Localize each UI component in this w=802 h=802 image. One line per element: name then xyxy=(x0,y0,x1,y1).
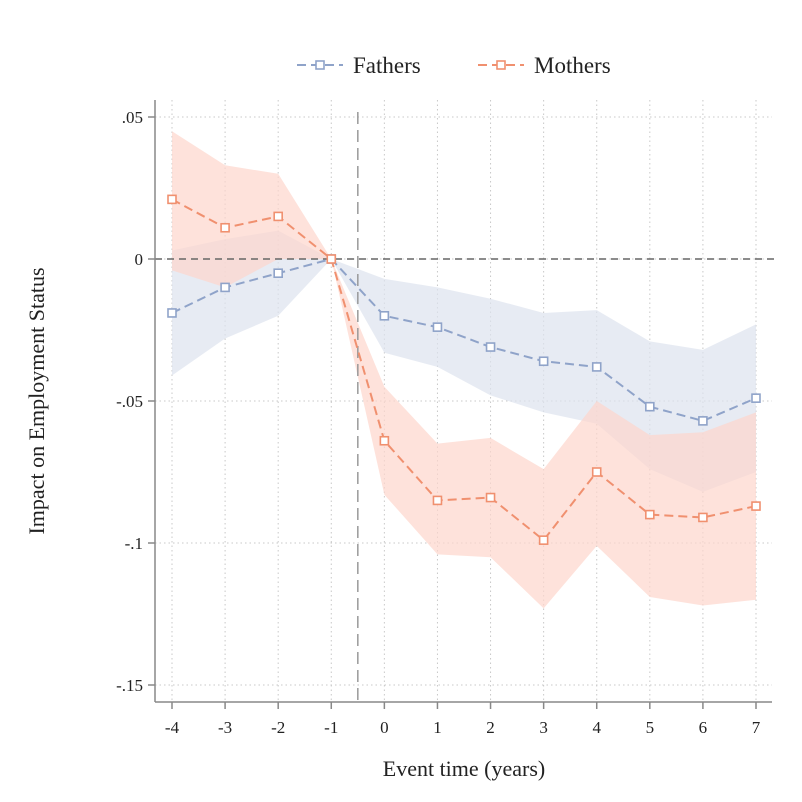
data-point-mothers xyxy=(379,435,390,446)
x-axis-title: Event time (years) xyxy=(383,756,546,781)
confidence-bands xyxy=(172,131,756,609)
data-point-fathers xyxy=(220,282,230,293)
x-tick-label: 4 xyxy=(592,718,601,737)
x-tick-label: -4 xyxy=(165,718,180,737)
data-point-mothers xyxy=(432,495,443,506)
data-point-mothers xyxy=(645,509,655,520)
y-tick-label: -.05 xyxy=(116,392,143,411)
data-point-mothers xyxy=(485,492,496,503)
data-point-fathers xyxy=(432,322,443,332)
y-tick-label: -.15 xyxy=(116,676,143,695)
data-point-mothers xyxy=(326,254,337,264)
data-point-fathers xyxy=(167,308,177,318)
data-point-mothers xyxy=(698,512,708,523)
data-point-fathers xyxy=(379,310,390,321)
series-markers xyxy=(167,194,761,545)
series-lines xyxy=(171,198,757,542)
data-point-fathers xyxy=(538,356,549,367)
data-point-fathers xyxy=(645,401,655,412)
data-point-mothers xyxy=(167,194,177,205)
data-point-mothers xyxy=(751,501,761,511)
data-point-fathers xyxy=(751,393,761,403)
x-tick-label: -1 xyxy=(324,718,338,737)
y-tick-label: .05 xyxy=(122,108,143,127)
legend-label: Fathers xyxy=(353,53,421,78)
series-line-mothers xyxy=(171,198,757,542)
data-point-fathers xyxy=(591,362,602,372)
y-axis-title: Impact on Employment Status xyxy=(24,267,49,534)
data-point-fathers xyxy=(485,342,496,352)
legend: Fathers Mothers xyxy=(297,53,611,78)
series-line-fathers xyxy=(171,257,757,422)
x-tick-label: 7 xyxy=(752,718,761,737)
legend-item-mothers: Mothers xyxy=(478,53,611,78)
data-point-fathers xyxy=(273,268,283,279)
confidence-band-mothers xyxy=(172,131,756,609)
reference-lines xyxy=(155,112,776,702)
x-tick-label: 2 xyxy=(486,718,495,737)
x-tick-label: 1 xyxy=(433,718,442,737)
y-tick-label: -.1 xyxy=(125,534,143,553)
data-point-mothers xyxy=(538,535,549,545)
x-tick-label: -2 xyxy=(271,718,285,737)
x-tick-label: 0 xyxy=(380,718,389,737)
legend-label: Mothers xyxy=(534,53,611,78)
data-point-fathers xyxy=(698,416,708,426)
x-tick-label: 5 xyxy=(646,718,655,737)
y-tick-label: 0 xyxy=(135,250,144,269)
legend-swatch-marker xyxy=(315,60,325,70)
x-tick-label: 3 xyxy=(539,718,548,737)
data-point-mothers xyxy=(591,467,602,477)
legend-swatch-marker xyxy=(496,60,506,70)
data-point-mothers xyxy=(273,211,283,222)
axes: .05 0 -.05 -.1 -.15 -4 -3 -2 -1 0 1 2 3 4 5 6 7 xyxy=(116,100,772,737)
x-tick-label: 6 xyxy=(699,718,708,737)
legend-item-fathers: Fathers xyxy=(297,53,421,78)
x-tick-label: -3 xyxy=(218,718,232,737)
data-point-mothers xyxy=(220,222,230,233)
